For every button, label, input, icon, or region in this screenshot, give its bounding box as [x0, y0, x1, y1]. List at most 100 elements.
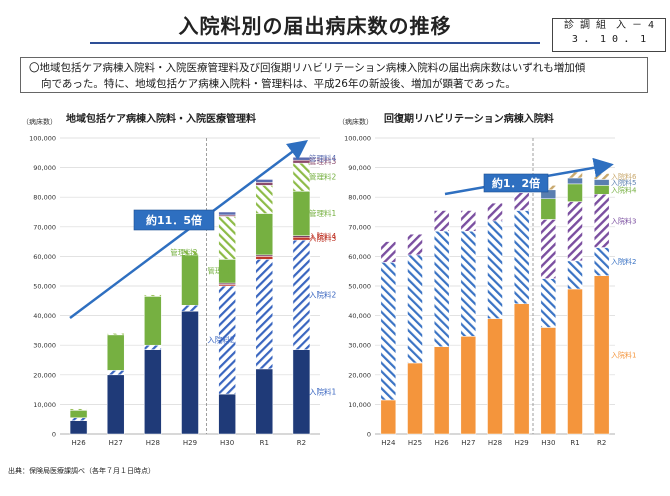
right-bar-入院料3-H29 [513, 192, 530, 211]
reference-line-1: 診 調 組 入 － 4 [563, 20, 655, 31]
left-y-tick-label: 80,000 [33, 194, 56, 202]
right-bar-入院料5-R2 [593, 179, 610, 186]
right-bar-入院料4-H30 [540, 198, 557, 220]
left-bar-入院料1-H27 [106, 374, 125, 435]
right-segment-label: 入院料6 [611, 172, 637, 181]
right-bar-入院料1-H26 [433, 346, 450, 435]
page-title: 入院料別の届出病床数の推移 [90, 6, 540, 44]
left-bar-入院料3-R1 [255, 256, 274, 260]
left-bar-管理料1-H26 [69, 410, 88, 418]
right-bar-入院料3-H27 [460, 210, 477, 232]
left-x-tick-label: R1 [260, 439, 269, 447]
left-bar-入院料2-H29 [181, 304, 199, 312]
right-bar-入院料1-H29 [513, 303, 530, 435]
left-y-tick-label: 90,000 [33, 164, 56, 172]
right-segment-label: 入院料1 [611, 350, 636, 359]
summary-line-1: 〇地域包括ケア病棟入院料・入院医療管理料及び回復期リハビリテーション病棟入院料の… [29, 62, 586, 74]
right-growth-callout [483, 173, 549, 193]
left-bar-管理料2-R1 [255, 185, 274, 214]
left-y-tick-label: 20,000 [33, 371, 56, 379]
left-bar-入院料3-R2 [292, 236, 311, 241]
left-segment-label: 入院料2 [207, 335, 234, 345]
right-x-tick-label: H30 [541, 439, 555, 447]
right-bar-入院料2-H28 [487, 220, 503, 319]
right-bar-入院料3-H26 [433, 210, 450, 232]
left-x-tick-label: R2 [297, 439, 306, 447]
left-segment-label: 管理料4 [309, 153, 336, 163]
left-bar-管理料1-H28 [144, 296, 162, 346]
left-bar-管理料2-H30 [218, 216, 236, 260]
right-bar-入院料2-R1 [567, 260, 583, 290]
right-bar-入院料3-R1 [567, 201, 583, 262]
left-y-tick-label: 100,000 [29, 135, 56, 143]
left-segment-label: 入院料1 [309, 386, 336, 396]
right-bar-入院料1-R2 [593, 275, 610, 435]
left-bar-管理料4-R1 [255, 179, 274, 183]
left-y-tick-label: 0 [52, 431, 56, 439]
left-bar-入院料2-H26 [69, 417, 88, 421]
left-bar-入院料2-R2 [292, 239, 311, 350]
right-bar-入院料5-R1 [567, 177, 583, 185]
left-y-tick-label: 30,000 [33, 342, 56, 350]
left-y-axis-label: （病床数） [22, 117, 57, 126]
left-x-tick-label: H28 [146, 439, 160, 447]
left-growth-callout-text: 約11．5倍 [146, 213, 202, 227]
right-y-tick-label: 90,000 [348, 164, 371, 172]
left-x-tick-label: H26 [71, 439, 86, 447]
summary-box: 〇地域包括ケア病棟入院料・入院医療管理料及び回復期リハビリテーション病棟入院料の… [20, 57, 648, 93]
left-x-tick-label: H29 [183, 439, 197, 447]
left-bar-入院料1-H26 [69, 420, 88, 435]
right-x-tick-label: R1 [570, 439, 579, 447]
left-bar-管理料2-R2 [292, 162, 311, 192]
right-segment-label: 入院料2 [611, 257, 636, 266]
right-bar-入院料3-H25 [407, 233, 423, 256]
left-bar-管理料4-H30 [218, 211, 236, 216]
left-bar-入院料2-H28 [144, 344, 162, 350]
left-bar-入院料2-H27 [106, 370, 125, 376]
left-bar-管理料4-R2 [292, 156, 311, 161]
right-bar-入院料1-H27 [460, 336, 477, 435]
right-bar-入院料1-H30 [540, 327, 557, 435]
right-bar-入院料2-H26 [433, 230, 450, 347]
right-bar-入院料3-H24 [380, 241, 397, 263]
right-y-axis-label: （病床数） [338, 117, 373, 126]
right-x-tick-label: H25 [408, 439, 422, 447]
right-growth-callout-text: 約1．2倍 [492, 176, 540, 190]
summary-line-2: 向であった。特に、地域包括ケア病棟入院料・管理料は、平成26年の新設後、増加が顕… [41, 78, 516, 90]
right-x-tick-label: H29 [515, 439, 529, 447]
left-bar-管理料1-R1 [255, 213, 274, 256]
left-bar-管理料2-H26 [69, 408, 88, 411]
right-y-tick-label: 60,000 [348, 253, 371, 261]
right-bar-入院料1-H28 [487, 318, 503, 435]
source-note: 出典：保険局医療課調べ（各年７月１日時点） [8, 467, 155, 475]
right-bar-入院料2-H29 [513, 210, 530, 305]
right-bar-入院料3-H30 [540, 219, 557, 279]
right-y-tick-label: 100,000 [344, 135, 371, 143]
left-bar-管理料1-H27 [106, 334, 125, 371]
right-chart-title: 回復期リハビリテーション病棟入院料 [384, 112, 554, 125]
left-bar-入院料1-R2 [292, 349, 311, 435]
right-bar-入院料2-H30 [540, 278, 557, 328]
left-bar-入院料1-H29 [181, 310, 199, 435]
right-x-tick-label: H27 [461, 439, 475, 447]
document-reference: 診 調 組 入 － 4 3 ． 1 0 ． 1 [552, 18, 666, 52]
left-y-tick-label: 50,000 [33, 283, 56, 291]
right-x-tick-label: R2 [597, 439, 606, 447]
left-bar-入院料1-H28 [144, 349, 162, 435]
left-bar-管理料1-R2 [292, 191, 311, 236]
left-x-tick-label: H30 [220, 439, 234, 447]
reference-line-2: 3 ． 1 0 ． 1 [571, 34, 647, 45]
right-segment-label: 入院料5 [611, 178, 636, 187]
left-y-tick-label: 60,000 [33, 253, 56, 261]
left-growth-arrow [69, 140, 309, 320]
left-segment-label: 入院料2 [309, 289, 336, 299]
right-bar-入院料6-R2 [593, 173, 610, 180]
left-bar-管理料2-H29 [181, 250, 199, 256]
right-x-tick-label: H26 [435, 439, 450, 447]
right-segment-label: 入院料3 [611, 216, 636, 225]
right-y-tick-label: 50,000 [348, 283, 371, 291]
right-y-tick-label: 70,000 [348, 223, 371, 231]
left-growth-callout [133, 209, 215, 231]
right-bar-入院料3-R2 [593, 193, 610, 248]
